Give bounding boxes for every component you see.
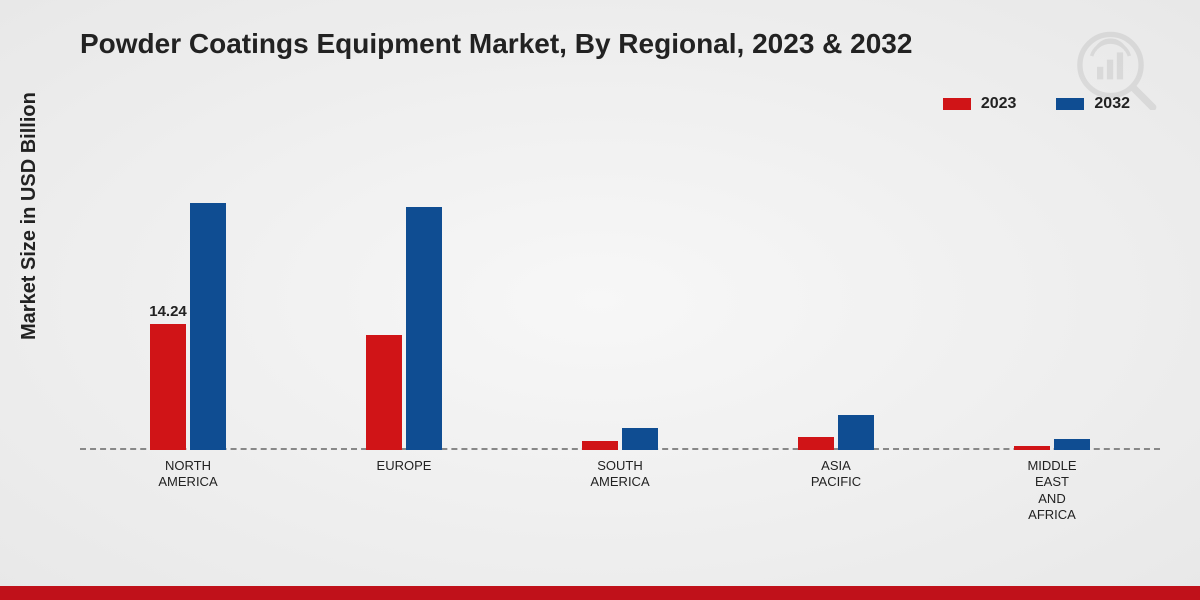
- bar-group: 14.24NORTH AMERICA: [128, 203, 248, 450]
- category-label: MIDDLE EAST AND AFRICA: [1027, 458, 1076, 523]
- legend-item-2023: 2023: [943, 95, 1017, 113]
- bar-2023: [366, 335, 402, 450]
- bar-2032: [190, 203, 226, 450]
- chart-plot-area: 14.24NORTH AMERICA EUROPE SOUTH AMERICA ASI…: [80, 150, 1160, 450]
- bar-group: SOUTH AMERICA: [560, 428, 680, 450]
- bar-2032: [622, 428, 658, 450]
- y-axis-label: Market Size in USD Billion: [18, 92, 41, 340]
- bar-group: MIDDLE EAST AND AFRICA: [992, 439, 1112, 450]
- category-label: ASIA PACIFIC: [811, 458, 861, 491]
- legend: 2023 2032: [943, 95, 1130, 113]
- legend-swatch-2023: [943, 98, 971, 110]
- footer-accent-bar: [0, 586, 1200, 600]
- bar-value-label: 14.24: [149, 303, 187, 320]
- chart-title: Powder Coatings Equipment Market, By Reg…: [80, 28, 912, 60]
- category-label: NORTH AMERICA: [158, 458, 217, 491]
- legend-label-2023: 2023: [981, 95, 1017, 113]
- bar-2023: [798, 437, 834, 450]
- bar-2032: [838, 415, 874, 450]
- category-label: EUROPE: [377, 458, 432, 474]
- bar-2032: [1054, 439, 1090, 450]
- bar-group: EUROPE: [344, 207, 464, 450]
- bar-2032: [406, 207, 442, 450]
- legend-swatch-2032: [1056, 98, 1084, 110]
- category-label: SOUTH AMERICA: [590, 458, 649, 491]
- bar-group: ASIA PACIFIC: [776, 415, 896, 450]
- bar-2023: [582, 441, 618, 450]
- legend-item-2032: 2032: [1056, 95, 1130, 113]
- bar-2023: [1014, 446, 1050, 450]
- bar-2023: 14.24: [150, 324, 186, 450]
- legend-label-2032: 2032: [1094, 95, 1130, 113]
